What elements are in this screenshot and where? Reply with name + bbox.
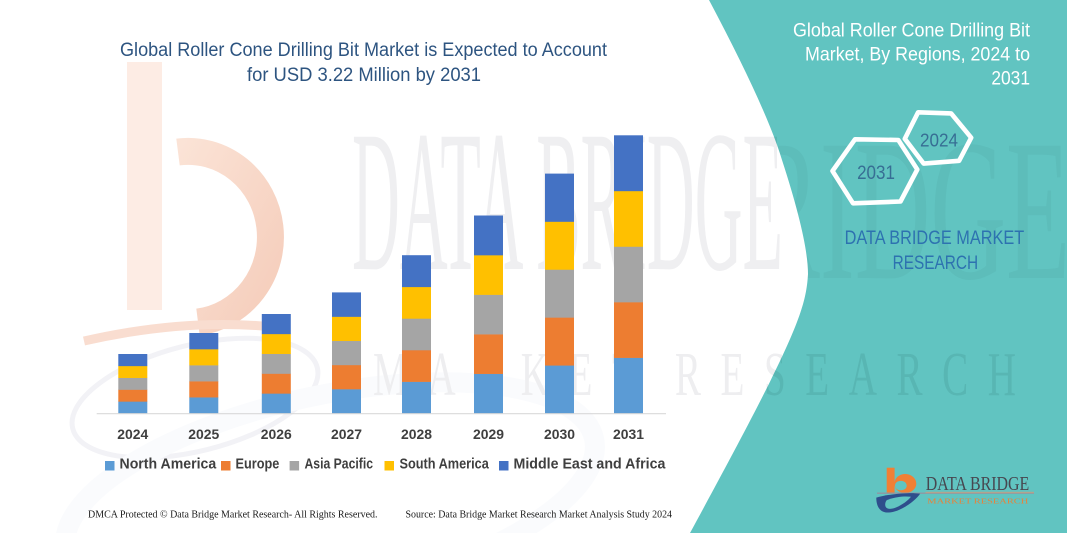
- svg-text:2025: 2025: [188, 426, 219, 442]
- svg-text:South America: South America: [400, 456, 490, 473]
- svg-text:2024: 2024: [117, 426, 148, 442]
- svg-text:DMCA Protected © Data Bridge M: DMCA Protected © Data Bridge Market Rese…: [88, 510, 378, 521]
- svg-text:2031: 2031: [857, 162, 895, 184]
- svg-text:RESEARCH: RESEARCH: [893, 253, 979, 274]
- svg-text:2027: 2027: [331, 426, 362, 442]
- svg-text:2024: 2024: [920, 130, 958, 151]
- svg-text:DATA BRIDGE MARKET: DATA BRIDGE MARKET: [845, 228, 1025, 249]
- svg-text:Middle East and Africa: Middle East and Africa: [514, 456, 667, 473]
- svg-text:2030: 2030: [544, 426, 575, 442]
- svg-text:MARKET RESEARCH: MARKET RESEARCH: [927, 497, 1029, 506]
- svg-text:Market, By Regions, 2024 to: Market, By Regions, 2024 to: [805, 44, 1030, 66]
- svg-text:for USD 3.22 Million by 2031: for USD 3.22 Million by 2031: [247, 65, 481, 86]
- svg-text:Source: Data Bridge Market Res: Source: Data Bridge Market Research Mark…: [406, 510, 673, 521]
- svg-text:DATA BRIDGE: DATA BRIDGE: [926, 473, 1029, 495]
- svg-text:2031: 2031: [991, 68, 1030, 90]
- svg-text:2029: 2029: [473, 426, 504, 442]
- svg-text:Europe: Europe: [236, 456, 280, 473]
- svg-text:2026: 2026: [261, 426, 292, 442]
- svg-text:Global Roller Cone Drilling Bi: Global Roller Cone Drilling Bit: [793, 19, 1031, 41]
- svg-text:Asia Pacific: Asia Pacific: [305, 456, 374, 473]
- svg-text:2031: 2031: [613, 426, 644, 442]
- svg-text:Global Roller Cone Drilling Bi: Global Roller Cone Drilling Bit Market i…: [120, 40, 608, 61]
- svg-text:North America: North America: [120, 456, 217, 473]
- svg-text:2028: 2028: [401, 426, 432, 442]
